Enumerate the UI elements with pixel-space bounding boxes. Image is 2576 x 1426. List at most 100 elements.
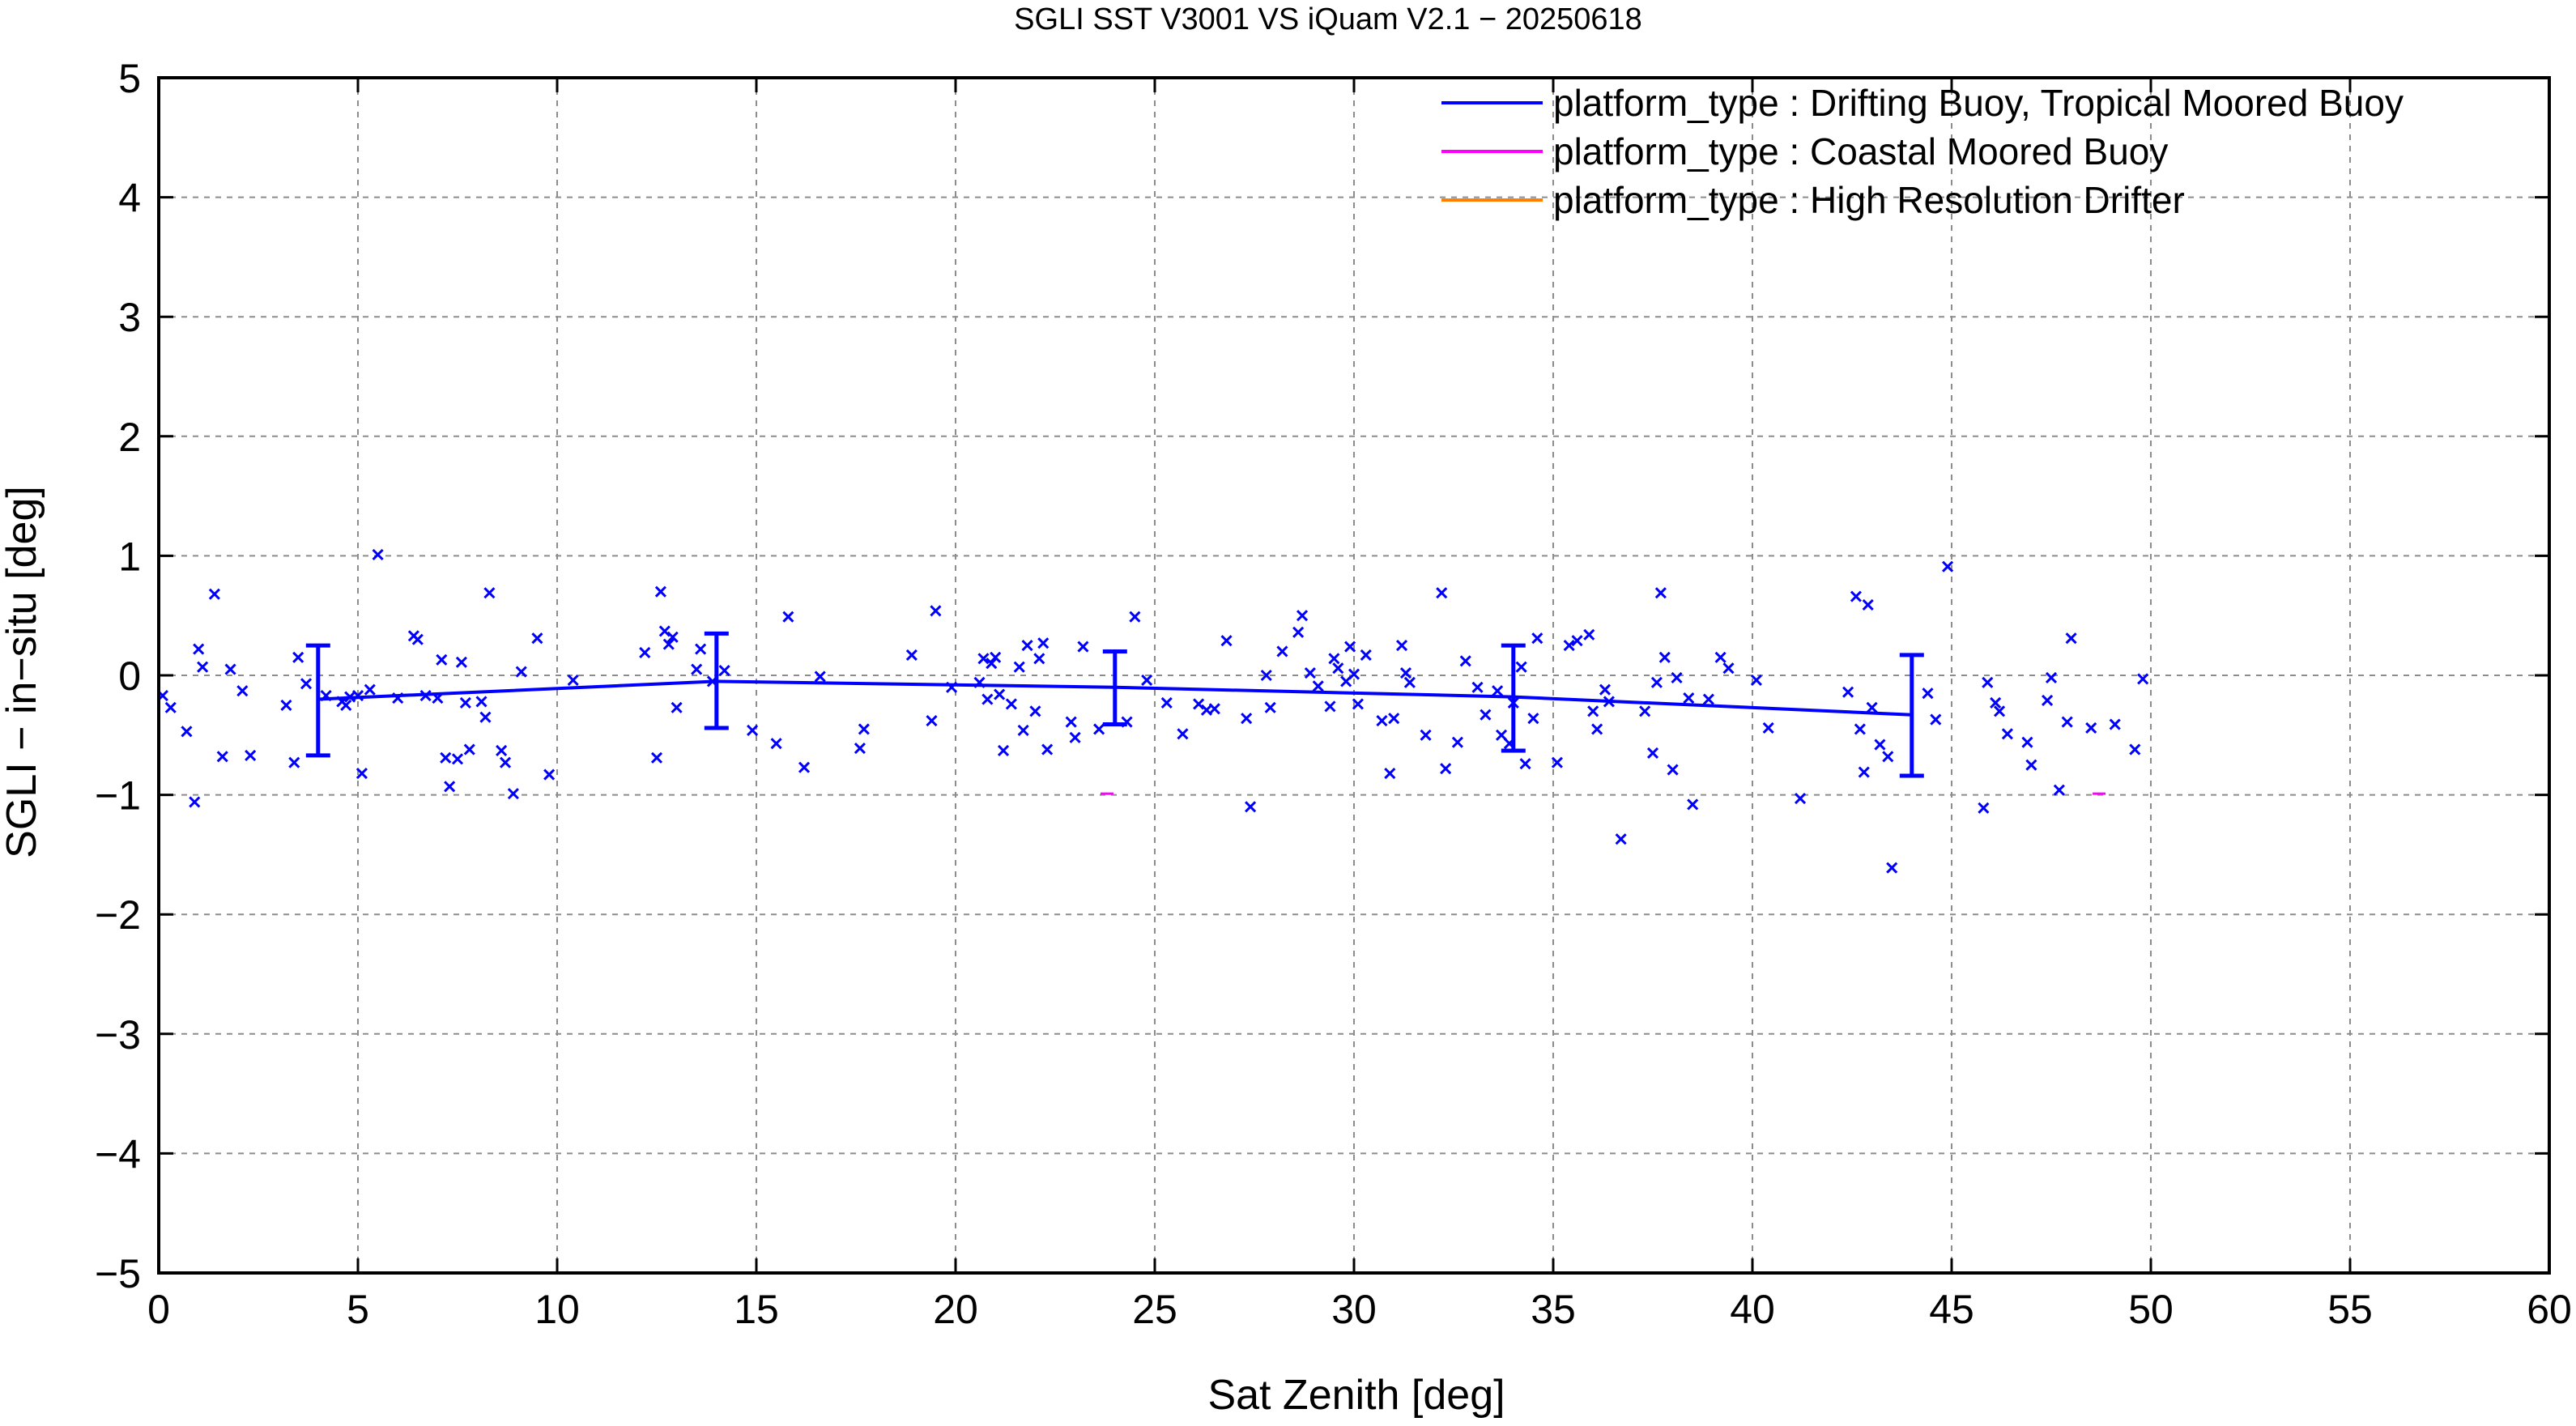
data-point-mark [499,756,512,768]
data-point-mark [1241,713,1253,725]
data-point-mark [994,688,1006,700]
data-point-mark [1399,666,1412,679]
data-point-drifting-buoy-tropical-moored-buoy [459,696,471,709]
data-point-drifting-buoy-tropical-moored-buoy [854,742,866,755]
data-point-drifting-buoy-tropical-moored-buoy [814,670,826,683]
data-point-mark [181,726,193,738]
y-tick-label: 4 [118,176,141,221]
data-point-drifting-buoy-tropical-moored-buoy [1794,792,1807,805]
data-point-drifting-buoy-tropical-moored-buoy [1862,598,1874,611]
data-point-drifting-buoy-tropical-moored-buoy [1033,653,1045,665]
data-point-drifting-buoy-tropical-moored-buoy [236,685,249,697]
data-point-drifting-buoy-tropical-moored-buoy [1208,703,1220,715]
data-point-drifting-buoy-tropical-moored-buoy [531,632,543,645]
data-point-drifting-buoy-tropical-moored-buoy [1312,680,1324,692]
data-point-drifting-buoy-tropical-moored-buoy [1650,676,1663,688]
data-point-drifting-buoy-tropical-moored-buoy [1177,728,1189,740]
data-point-drifting-buoy-tropical-moored-buoy [977,653,990,665]
y-axis-label: SGLI − in−situ [deg] [0,486,45,858]
data-point-mark [977,653,990,665]
data-point-drifting-buoy-tropical-moored-buoy [1842,686,1854,698]
data-point-drifting-buoy-tropical-moored-buoy [499,756,512,768]
x-tick-label: 30 [1331,1287,1377,1332]
data-point-drifting-buoy-tropical-moored-buoy [654,585,666,598]
data-point-drifting-buoy-tropical-moored-buoy [2001,728,2013,740]
data-point-mark [1531,632,1543,645]
data-point-drifting-buoy-tropical-moored-buoy [1646,747,1659,760]
data-point-drifting-buoy-tropical-moored-buoy [1352,698,1364,710]
data-point-drifting-buoy-tropical-moored-buoy [1324,700,1336,713]
data-point-drifting-buoy-tropical-moored-buoy [1531,632,1543,645]
data-point-mark [1360,649,1372,661]
data-point-mark [1037,637,1050,649]
data-point-drifting-buoy-tropical-moored-buoy [782,611,794,623]
data-point-drifting-buoy-tropical-moored-buoy [1403,676,1416,688]
data-point-drifting-buoy-tropical-moored-buoy [224,663,236,675]
data-point-drifting-buoy-tropical-moored-buoy [1264,701,1276,713]
data-points [156,548,2149,874]
data-point-drifting-buoy-tropical-moored-buoy [666,631,679,643]
data-point-mark [1312,680,1324,692]
data-point-drifting-buoy-tropical-moored-buoy [1762,722,1774,734]
y-tick-label: −2 [95,892,141,938]
data-point-drifting-buoy-tropical-moored-buoy [2042,694,2054,707]
data-point-drifting-buoy-tropical-moored-buoy [1583,628,1595,641]
data-point-mark [567,674,579,686]
data-point-drifting-buoy-tropical-moored-buoy [1029,705,1041,717]
data-point-drifting-buoy-tropical-moored-buoy [1013,661,1025,673]
data-point-mark [1304,666,1316,679]
data-point-mark [1459,655,1471,667]
data-point-mark [1332,662,1344,675]
data-point-drifting-buoy-tropical-moored-buoy [1276,645,1288,658]
data-point-mark [2053,784,2065,796]
data-point-mark [926,715,938,727]
data-point-drifting-buoy-tropical-moored-buoy [1587,705,1599,717]
data-point-drifting-buoy-tropical-moored-buoy [208,588,220,600]
data-point-drifting-buoy-tropical-moored-buoy [1527,713,1539,725]
data-point-drifting-buoy-tropical-moored-buoy [197,661,209,673]
data-point-drifting-buoy-tropical-moored-buoy [1667,764,1679,776]
data-point-drifting-buoy-tropical-moored-buoy [718,665,730,677]
data-point-drifting-buoy-tropical-moored-buoy [2065,632,2077,645]
data-point-mark [1177,728,1189,740]
data-point-drifting-buoy-tropical-moored-buoy [280,699,292,711]
data-point-drifting-buoy-tropical-moored-buoy [496,744,508,757]
data-point-mark [695,643,707,655]
data-point-mark [905,649,918,661]
data-point-drifting-buoy-tropical-moored-buoy [1388,713,1400,725]
data-point-drifting-buoy-tropical-moored-buoy [798,761,811,773]
data-point-drifting-buoy-tropical-moored-buoy [1017,724,1029,736]
legend: platform_type : Drifting Buoy, Tropical … [1441,82,2404,221]
data-point-drifting-buoy-tropical-moored-buoy [372,548,384,560]
data-point-mark [770,738,782,750]
data-point-drifting-buoy-tropical-moored-buoy [770,738,782,750]
data-point-mark [1886,862,1898,874]
data-point-drifting-buoy-tropical-moored-buoy [543,768,556,781]
data-point-drifting-buoy-tropical-moored-buoy [1440,763,1452,775]
data-point-drifting-buoy-tropical-moored-buoy [658,625,671,637]
data-point-mark [300,678,313,690]
error-bar [704,631,729,730]
data-point-drifting-buoy-tropical-moored-buoy [1093,723,1105,735]
data-point-mark [1260,669,1272,682]
data-point-mark [1658,651,1671,663]
y-tick-label: 1 [118,534,141,579]
data-point-mark [2042,694,2054,707]
data-point-mark [639,646,651,659]
data-point-mark [164,701,177,713]
x-tick-label: 25 [1132,1287,1177,1332]
data-point-drifting-buoy-tropical-moored-buoy [1882,751,1894,763]
data-point-mark [1200,704,1213,716]
data-point-drifting-buoy-tropical-moored-buoy [1041,743,1054,756]
data-point-drifting-buoy-tropical-moored-buoy [1978,802,1990,814]
data-point-mark [814,670,826,683]
data-point-drifting-buoy-tropical-moored-buoy [2025,759,2037,771]
data-point-mark [1866,701,1878,713]
data-point-drifting-buoy-tropical-moored-buoy [662,638,675,650]
data-point-mark [1376,715,1388,727]
legend-label-high-res: platform_type : High Resolution Drifter [1553,179,2185,221]
y-tick-label: −4 [95,1131,141,1177]
x-tick-label: 40 [1730,1287,1775,1332]
data-point-drifting-buoy-tropical-moored-buoy [1160,696,1173,709]
